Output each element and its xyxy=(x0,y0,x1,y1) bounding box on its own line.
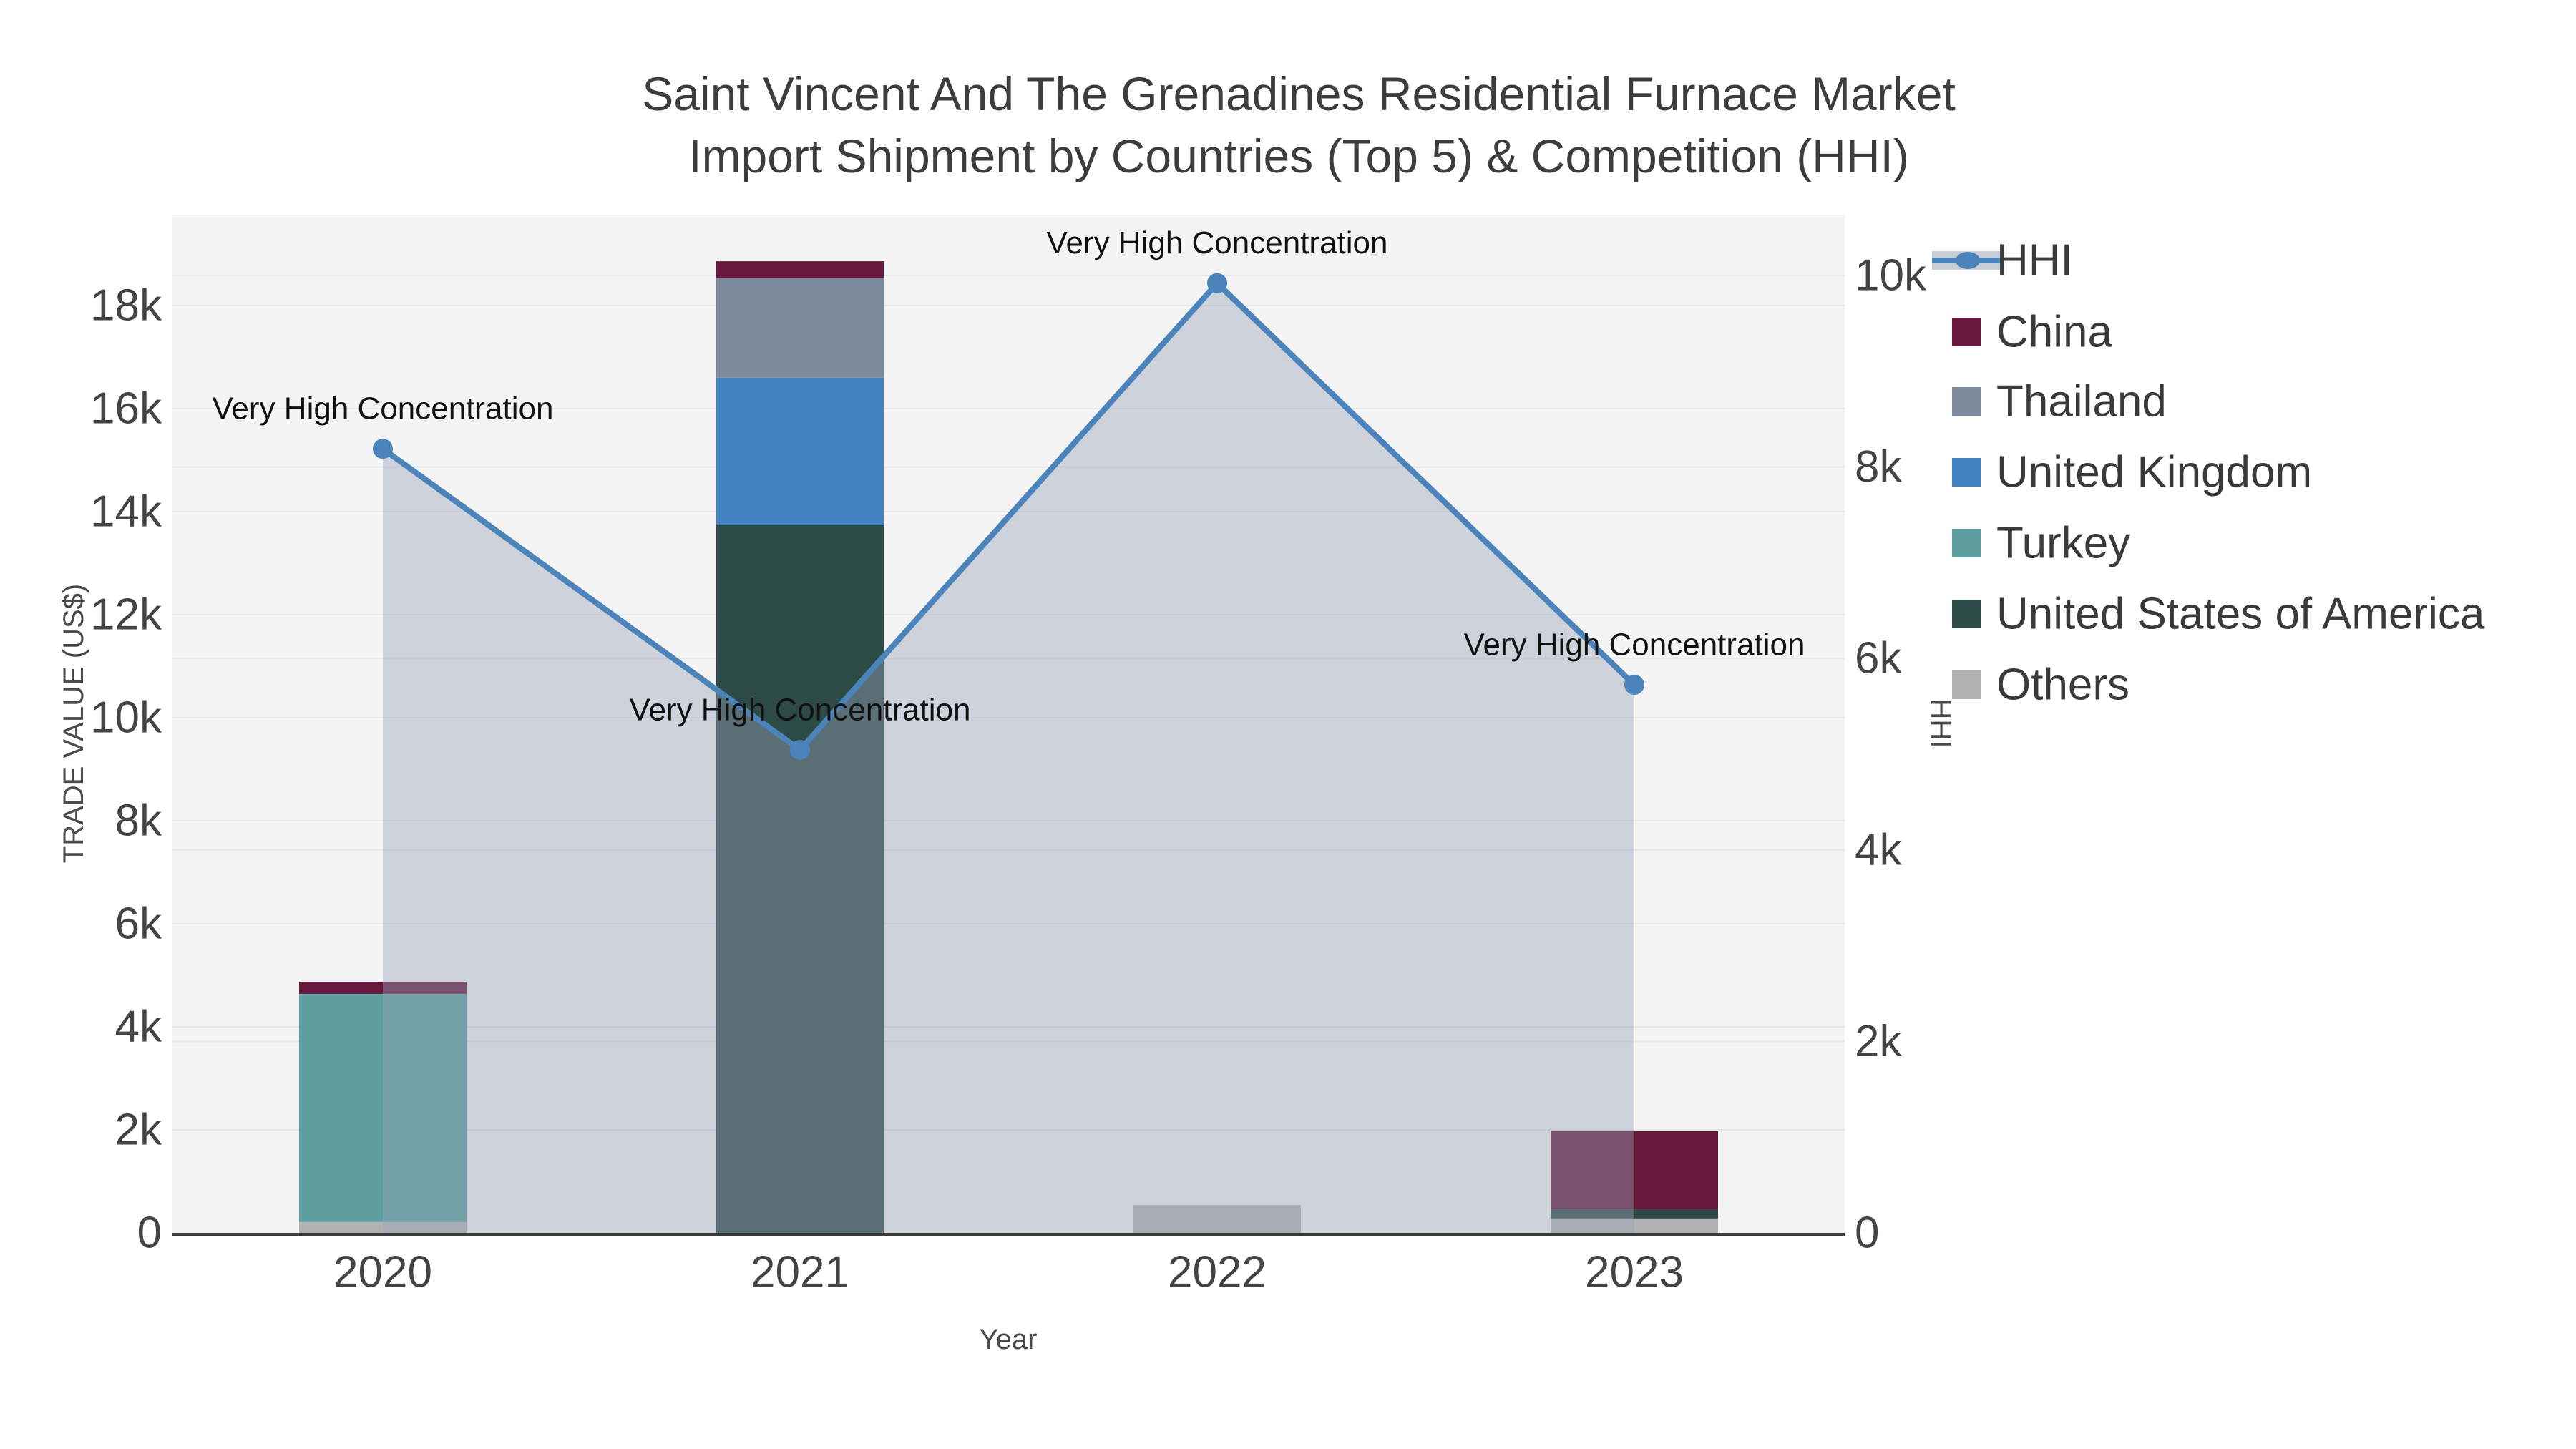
legend-label-hhi: HHI xyxy=(1996,236,2073,286)
right-axis-title: HHI xyxy=(1925,699,1956,748)
x-tick-label: 2020 xyxy=(333,1248,432,1297)
hhi-annotation: Very High Concentration xyxy=(1464,627,1805,662)
legend-label-turkey: Turkey xyxy=(1996,519,2130,568)
right-tick-label: 6k xyxy=(1855,634,1902,683)
right-tick-label: 10k xyxy=(1855,251,1927,301)
right-tick-label: 8k xyxy=(1855,442,1902,492)
bar-segment-others xyxy=(1133,1205,1301,1233)
legend-item-usa[interactable]: United States of America xyxy=(1952,590,2485,639)
legend-label-usa: United States of America xyxy=(1996,590,2485,639)
chart-title-line2: Import Shipment by Countries (Top 5) & C… xyxy=(688,130,1909,182)
left-tick-label: 16k xyxy=(90,384,162,434)
x-tick-label: 2023 xyxy=(1585,1248,1684,1297)
left-axis-title: TRADE VALUE (US$) xyxy=(58,584,89,863)
legend-label-others: Others xyxy=(1996,660,2129,710)
hhi-annotation: Very High Concentration xyxy=(213,391,554,426)
legend-item-united-kingdom[interactable]: United Kingdom xyxy=(1952,448,2312,497)
legend-item-thailand[interactable]: Thailand xyxy=(1952,377,2167,426)
legend-label-china: China xyxy=(1996,308,2113,357)
legend: HHI China Thailand United Kingdom Turkey… xyxy=(1932,236,2485,710)
hhi-line-layer xyxy=(373,273,1644,760)
left-tick-label: 12k xyxy=(90,590,162,640)
gridlines xyxy=(172,275,1845,1131)
left-tick-label: 10k xyxy=(90,693,162,743)
turkey-swatch xyxy=(1952,529,1981,557)
bar-segment-others xyxy=(1551,1218,1718,1233)
left-tick-label: 6k xyxy=(115,899,162,949)
hhi-line xyxy=(381,280,1636,753)
hhi-annotation: Very High Concentration xyxy=(1047,225,1388,260)
left-tick-label: 2k xyxy=(115,1106,162,1155)
x-axis-title: Year xyxy=(980,1324,1038,1355)
others-swatch xyxy=(1952,670,1981,699)
right-tick-label: 4k xyxy=(1855,825,1902,874)
bar-segment-others xyxy=(299,1221,467,1233)
stacked-bars xyxy=(299,261,1718,1233)
hhi-marker xyxy=(1624,674,1644,695)
legend-item-china[interactable]: China xyxy=(1952,308,2113,357)
bar-segment-thailand xyxy=(716,278,884,378)
left-tick-label: 14k xyxy=(90,487,162,537)
legend-label-united-kingdom: United Kingdom xyxy=(1996,448,2312,497)
annotations: Very High Concentration Very High Concent… xyxy=(213,225,1805,727)
bar-segment-united-kingdom xyxy=(716,377,884,525)
right-tick-label: 2k xyxy=(1855,1017,1902,1066)
bar-segment-china xyxy=(716,261,884,278)
bar-segment-united-states-of-america xyxy=(1551,1209,1718,1219)
usa-swatch xyxy=(1952,600,1981,628)
hhi-marker-swatch xyxy=(1956,252,1980,269)
hhi-area xyxy=(383,283,1634,1234)
legend-label-thailand: Thailand xyxy=(1996,377,2167,426)
chart-title-line1: Saint Vincent And The Grenadines Residen… xyxy=(642,67,1956,120)
china-swatch xyxy=(1952,318,1981,346)
tick-labels: 0 2k 4k 6k 8k 10k 12k 14k 16k 18k 0 2k 4k 6k 8k 10k 2020… xyxy=(90,251,1927,1297)
right-tick-label: 0 xyxy=(1855,1209,1879,1258)
legend-item-hhi[interactable]: HHI xyxy=(1932,236,2073,286)
left-tick-label: 18k xyxy=(90,281,162,331)
left-tick-label: 8k xyxy=(115,796,162,846)
bar-segment-china xyxy=(299,982,467,994)
x-axis-baseline xyxy=(172,1233,1845,1236)
united-kingdom-swatch xyxy=(1952,458,1981,487)
left-tick-label: 4k xyxy=(115,1002,162,1052)
x-tick-label: 2021 xyxy=(751,1248,849,1297)
x-axis-line xyxy=(172,1233,1845,1236)
legend-item-turkey[interactable]: Turkey xyxy=(1952,519,2130,568)
left-tick-label: 0 xyxy=(137,1209,162,1258)
hhi-area-fill xyxy=(383,283,1634,1234)
hhi-marker xyxy=(790,739,810,760)
thailand-swatch xyxy=(1952,387,1981,416)
hhi-marker xyxy=(373,439,393,459)
bar-segment-china xyxy=(1551,1131,1718,1209)
x-tick-label: 2022 xyxy=(1168,1248,1267,1297)
hhi-annotation: Very High Concentration xyxy=(630,692,971,727)
legend-item-others[interactable]: Others xyxy=(1952,660,2129,710)
bar-segment-united-states-of-america xyxy=(716,525,884,1233)
bar-segment-turkey xyxy=(299,993,467,1222)
hhi-marker xyxy=(1207,273,1227,293)
